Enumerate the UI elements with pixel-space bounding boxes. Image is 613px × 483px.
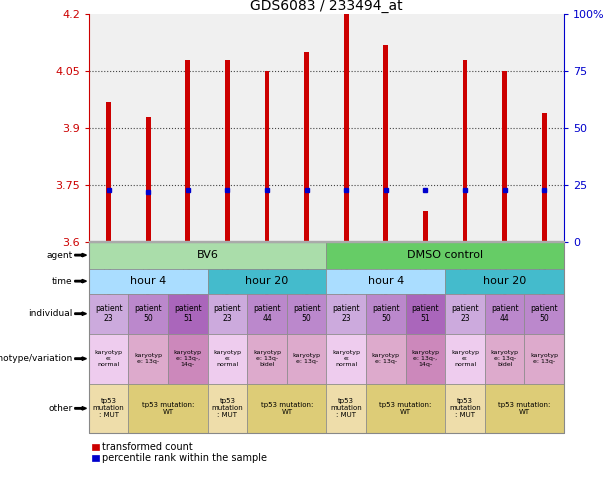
Text: tp53 mutation:
WT: tp53 mutation: WT (379, 402, 432, 415)
Text: tp53 mutation:
WT: tp53 mutation: WT (142, 402, 194, 415)
Bar (106, 101, 111, 242)
Text: karyotyp
e: 13q-: karyotyp e: 13q- (134, 353, 162, 364)
Text: karyotyp
e:
normal: karyotyp e: normal (213, 350, 242, 367)
Bar (186, 60, 190, 242)
Text: patient
23: patient 23 (95, 304, 123, 324)
Bar (146, 116, 151, 242)
Text: patient
44: patient 44 (491, 304, 519, 324)
Bar (502, 71, 507, 242)
Text: tp53
mutation
: MUT: tp53 mutation : MUT (330, 398, 362, 418)
Text: karyotyp
e: 13q-,
14q-: karyotyp e: 13q-, 14q- (174, 350, 202, 367)
Text: patient
23: patient 23 (332, 304, 360, 324)
Text: karyotyp
e: 13q-: karyotyp e: 13q- (530, 353, 558, 364)
Text: transformed count: transformed count (102, 442, 192, 452)
Text: karyotyp
e: 13q-: karyotyp e: 13q- (292, 353, 321, 364)
Text: time: time (51, 277, 72, 285)
Text: percentile rank within the sample: percentile rank within the sample (102, 453, 267, 463)
Text: hour 20: hour 20 (245, 276, 289, 286)
Text: patient
50: patient 50 (530, 304, 558, 324)
Title: GDS6083 / 233494_at: GDS6083 / 233494_at (250, 0, 403, 14)
Text: other: other (48, 404, 72, 413)
Text: hour 4: hour 4 (368, 276, 404, 286)
Text: patient
50: patient 50 (293, 304, 321, 324)
Text: patient
50: patient 50 (134, 304, 162, 324)
Bar (542, 113, 547, 242)
Text: genotype/variation: genotype/variation (0, 354, 72, 363)
Text: karyotyp
e: 13q-,
14q-: karyotyp e: 13q-, 14q- (411, 350, 440, 367)
Text: BV6: BV6 (197, 250, 219, 260)
Text: hour 4: hour 4 (130, 276, 166, 286)
Text: karyotyp
e:
normal: karyotyp e: normal (94, 350, 123, 367)
Text: patient
51: patient 51 (411, 304, 439, 324)
Text: patient
50: patient 50 (372, 304, 400, 324)
Text: individual: individual (28, 309, 72, 318)
Text: agent: agent (46, 251, 72, 259)
Text: DMSO control: DMSO control (407, 250, 483, 260)
Text: karyotyp
e:
normal: karyotyp e: normal (451, 350, 479, 367)
Bar (423, 211, 428, 242)
Text: tp53
mutation
: MUT: tp53 mutation : MUT (211, 398, 243, 418)
Text: karyotyp
e:
normal: karyotyp e: normal (332, 350, 360, 367)
Text: tp53 mutation:
WT: tp53 mutation: WT (498, 402, 550, 415)
Text: tp53
mutation
: MUT: tp53 mutation : MUT (449, 398, 481, 418)
Text: tp53
mutation
: MUT: tp53 mutation : MUT (93, 398, 124, 418)
Bar (225, 60, 230, 242)
Text: patient
23: patient 23 (214, 304, 242, 324)
Bar (344, 14, 349, 242)
Text: karyotyp
e: 13q-
bidel: karyotyp e: 13q- bidel (490, 350, 519, 367)
Bar (265, 71, 270, 242)
Text: karyotyp
e: 13q-: karyotyp e: 13q- (372, 353, 400, 364)
Bar (304, 52, 309, 242)
Text: patient
51: patient 51 (174, 304, 202, 324)
Bar (384, 45, 388, 242)
Text: tp53 mutation:
WT: tp53 mutation: WT (261, 402, 313, 415)
Text: hour 20: hour 20 (483, 276, 526, 286)
Bar (463, 60, 467, 242)
Text: patient
23: patient 23 (451, 304, 479, 324)
Text: patient
44: patient 44 (253, 304, 281, 324)
Text: karyotyp
e: 13q-
bidel: karyotyp e: 13q- bidel (253, 350, 281, 367)
